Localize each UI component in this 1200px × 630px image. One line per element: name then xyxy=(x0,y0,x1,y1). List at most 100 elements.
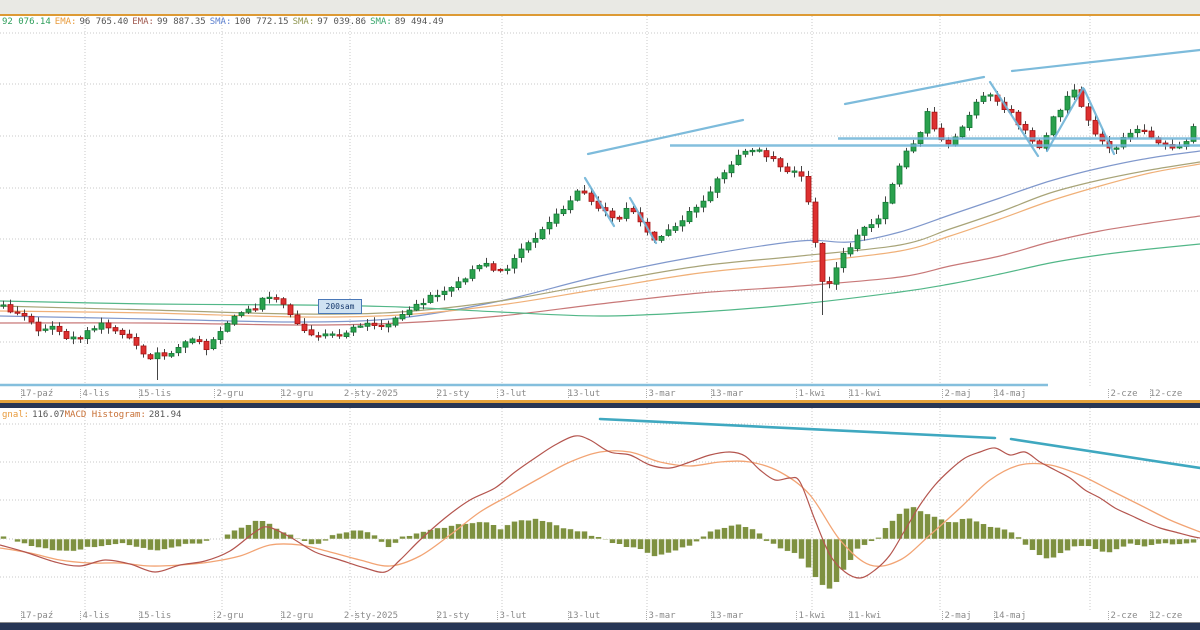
candle xyxy=(777,158,784,168)
macd-histogram-bar xyxy=(336,533,343,540)
x-axis-tick xyxy=(497,389,499,398)
x-axis-label: 21-sty xyxy=(436,389,470,399)
trendline[interactable] xyxy=(1045,86,1085,153)
macd-histogram-bar xyxy=(707,530,714,540)
candle xyxy=(931,111,938,130)
bottom-status-bar xyxy=(0,622,1200,630)
trendline[interactable] xyxy=(1082,87,1116,156)
macd-histogram-bar xyxy=(518,519,525,540)
macd-histogram-bar xyxy=(1141,538,1148,547)
indicator-value: 89 494.49 xyxy=(394,17,444,27)
x-axis-label: 13-mar xyxy=(710,389,744,399)
trendline[interactable] xyxy=(843,75,986,106)
candle xyxy=(497,268,504,272)
x-axis-tick xyxy=(214,611,216,620)
macd-histogram-bar xyxy=(35,538,42,548)
macd-histogram-bar xyxy=(469,522,476,540)
candle xyxy=(1064,95,1071,111)
macd-histogram-bar xyxy=(133,538,140,548)
candle xyxy=(196,339,203,343)
candle xyxy=(413,303,420,311)
candle xyxy=(91,328,98,331)
candle xyxy=(224,322,231,332)
macd-histogram-bar xyxy=(273,528,280,540)
macd-histogram-bar xyxy=(532,518,539,540)
macd-histogram-bar xyxy=(112,538,119,545)
macd-trendline[interactable] xyxy=(598,417,997,440)
macd-histogram-bar xyxy=(756,532,763,540)
trendline[interactable] xyxy=(586,118,745,156)
ma-line-SMA-200-green xyxy=(0,243,1200,317)
macd-histogram-bar xyxy=(644,538,651,554)
macd-histogram-bar xyxy=(385,538,392,548)
macd-histogram-bar xyxy=(126,538,133,546)
macd-histogram-bar xyxy=(1190,538,1197,544)
x-axis-tick xyxy=(497,611,499,620)
macd-histogram-bar xyxy=(945,521,952,540)
macd-histogram-bar xyxy=(168,538,175,549)
macd-histogram-bar xyxy=(840,538,847,571)
candle xyxy=(378,324,385,328)
indicator-label: EMA: xyxy=(54,17,77,27)
candle xyxy=(826,281,833,284)
candle xyxy=(581,190,588,194)
orange-divider-top xyxy=(0,14,1200,16)
candle xyxy=(476,265,483,270)
macd-histogram-bar xyxy=(413,532,420,540)
macd-histogram-bar xyxy=(1057,538,1064,554)
main-indicator-legend: 92 076.14 EMA: 96 765.40 EMA: 99 887.35 SMA: 1… xyxy=(2,17,448,28)
x-axis-label: 17-paź xyxy=(20,389,54,399)
candle xyxy=(1029,130,1036,142)
x-axis-tick xyxy=(994,389,996,398)
main-date-axis[interactable]: 17-paź 4-lis 15-lis 2-gru 12-gru 2-sty-2025 21… xyxy=(0,388,1200,400)
candle xyxy=(266,296,273,299)
main-price-chart[interactable] xyxy=(0,16,1200,388)
candle xyxy=(567,200,574,211)
candle xyxy=(749,149,756,153)
macd-histogram-bar xyxy=(1134,538,1141,546)
trendline[interactable] xyxy=(1010,48,1200,73)
trendline[interactable] xyxy=(583,176,616,228)
macd-trendline[interactable] xyxy=(1009,437,1200,470)
indicator-value: 281.94 xyxy=(148,410,182,420)
macd-histogram-bar xyxy=(539,520,546,540)
candle xyxy=(308,329,315,336)
macd-histogram-bar xyxy=(1092,538,1099,550)
macd-histogram-bar xyxy=(1008,531,1015,540)
candle xyxy=(49,325,56,330)
candle xyxy=(392,317,399,326)
candle xyxy=(161,352,168,357)
candle xyxy=(301,323,308,332)
candle xyxy=(42,328,49,331)
trendline[interactable] xyxy=(988,80,1040,158)
macd-histogram-bar xyxy=(861,538,868,546)
top-toolbar-strip xyxy=(0,0,1200,14)
candle xyxy=(1113,147,1120,150)
macd-date-axis[interactable]: 17-paź 4-lis 15-lis 2-gru 12-gru 2-sty-2025 21… xyxy=(0,610,1200,622)
macd-histogram-bar xyxy=(42,538,49,549)
candle xyxy=(924,111,931,134)
candle xyxy=(77,337,84,340)
x-axis-label: 2-cze xyxy=(1110,611,1138,621)
candle xyxy=(147,354,154,360)
x-axis-label: 13-lut xyxy=(567,389,601,399)
macd-histogram-bar xyxy=(322,538,329,542)
x-axis-tick xyxy=(942,611,944,620)
candle xyxy=(105,322,112,329)
navy-separator[interactable] xyxy=(0,403,1200,408)
macd-histogram-bar xyxy=(1064,538,1071,551)
macd-histogram-bar xyxy=(714,528,721,540)
macd-histogram-bar xyxy=(924,513,931,540)
macd-histogram-bar xyxy=(973,520,980,540)
candle xyxy=(154,352,161,360)
macd-histogram-bar xyxy=(483,521,490,540)
candle xyxy=(966,114,973,129)
macd-panel[interactable] xyxy=(0,408,1200,610)
trendline[interactable] xyxy=(628,196,658,245)
indicator-value: 97 039.86 xyxy=(317,17,367,27)
ma-200-label[interactable]: 200sam xyxy=(318,299,362,314)
macd-histogram-bar xyxy=(1106,538,1113,553)
x-axis-label: 4-lis xyxy=(82,389,110,399)
candle xyxy=(252,308,259,311)
macd-histogram-bar xyxy=(1169,538,1176,545)
